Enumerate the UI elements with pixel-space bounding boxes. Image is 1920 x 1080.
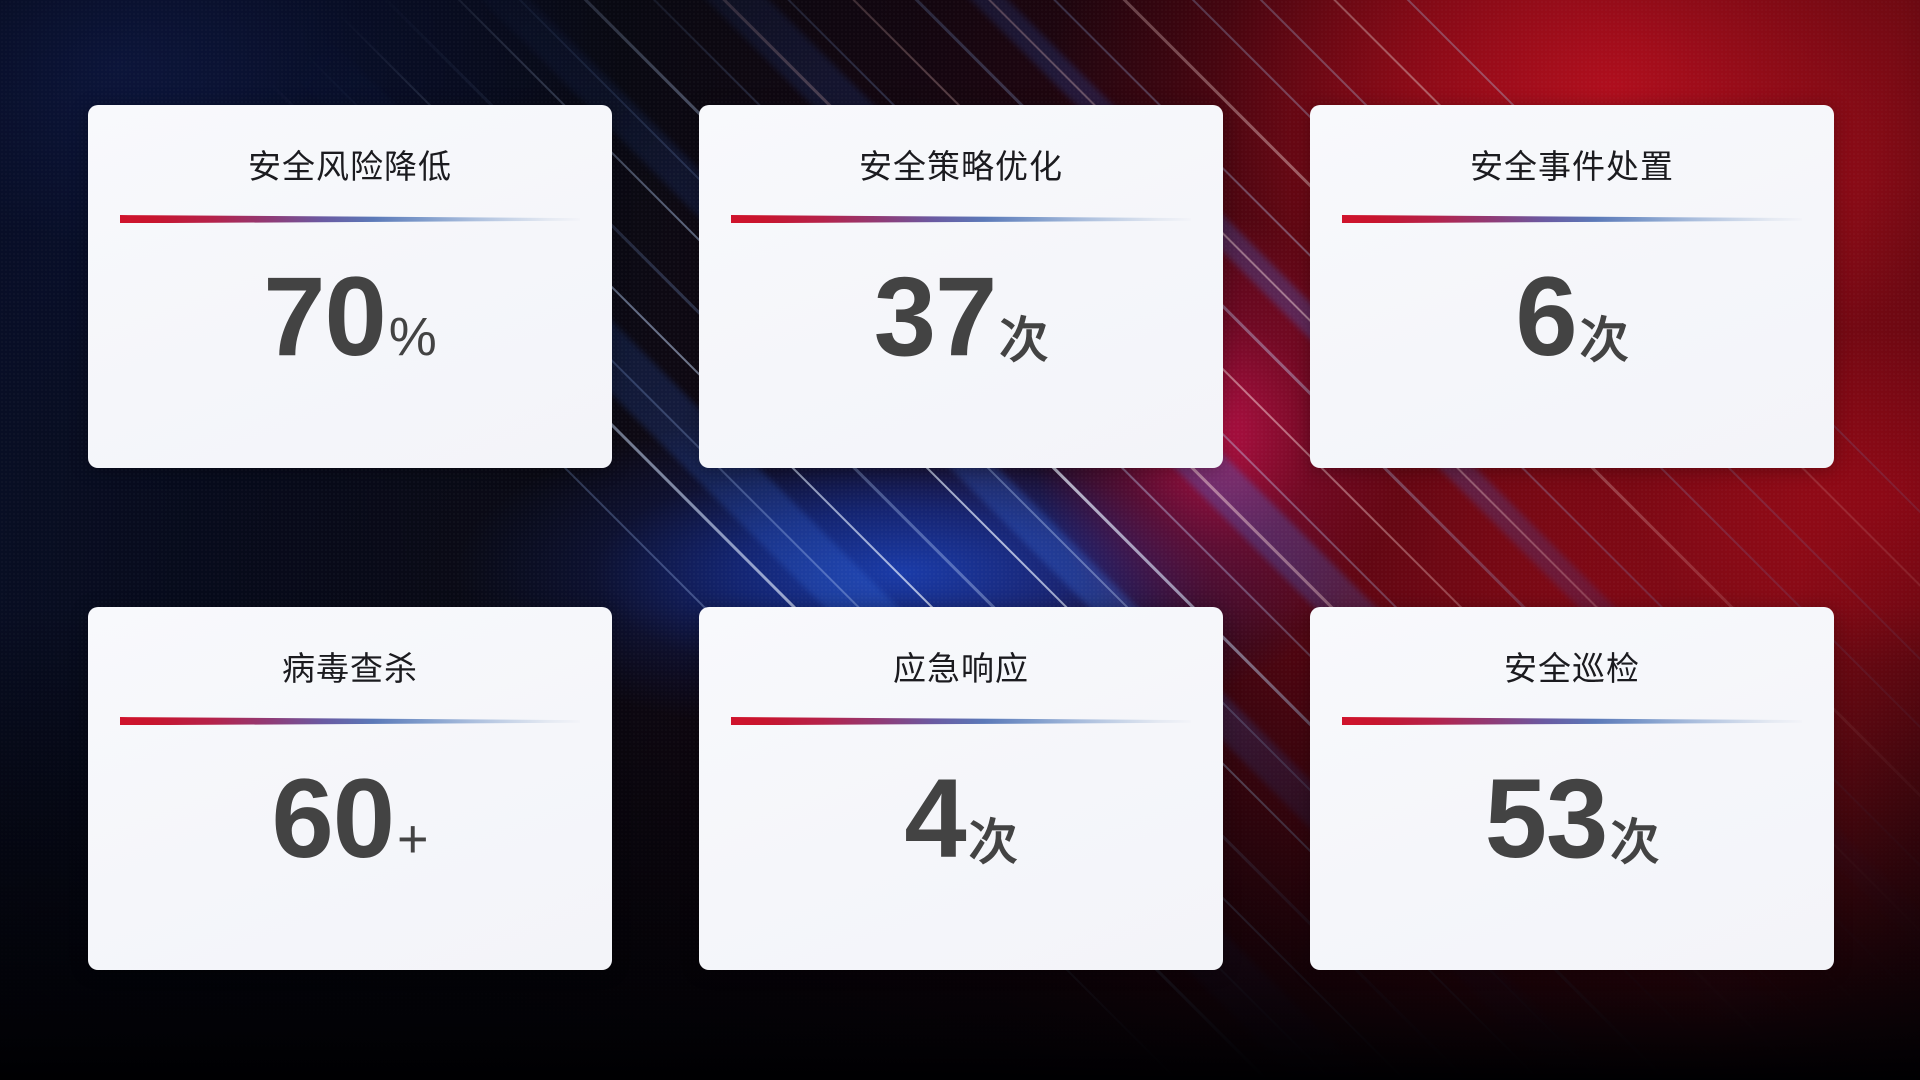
stat-card-title: 安全策略优化 xyxy=(859,148,1063,185)
stat-card-divider xyxy=(120,716,580,726)
stat-card[interactable]: 安全策略优化 37 次 xyxy=(699,105,1223,468)
stat-card-unit: 次 xyxy=(1579,314,1629,369)
stat-card-unit: 次 xyxy=(968,816,1018,871)
stat-card-number: 53 xyxy=(1484,756,1609,882)
stat-card[interactable]: 安全巡检 53 次 xyxy=(1310,607,1834,970)
stat-card-divider xyxy=(1342,716,1802,726)
stat-card-value: 6 次 xyxy=(1515,261,1628,373)
stat-card-unit: 次 xyxy=(1610,816,1660,871)
stat-card[interactable]: 安全风险降低 70 % xyxy=(88,105,612,468)
stat-card-number: 4 xyxy=(904,756,966,882)
stat-card-divider xyxy=(731,716,1191,726)
stat-card-number: 60 xyxy=(271,756,395,882)
stat-card-grid: 安全风险降低 70 % 安全策略优化 37 次 安全事件处置 6 次 病毒查 xyxy=(88,105,1834,970)
stat-card-value: 60 + xyxy=(271,763,428,875)
stat-card-divider xyxy=(1342,214,1802,224)
stat-card-divider xyxy=(120,214,580,224)
stat-card-unit: 次 xyxy=(999,314,1049,369)
stat-card-number: 37 xyxy=(873,254,998,380)
stat-card-value: 53 次 xyxy=(1485,763,1660,875)
stat-card-unit: % xyxy=(388,307,437,368)
stat-card-title: 安全风险降低 xyxy=(248,148,452,185)
stat-card-divider xyxy=(731,214,1191,224)
stat-card-number: 6 xyxy=(1515,254,1577,380)
stat-card[interactable]: 安全事件处置 6 次 xyxy=(1310,105,1834,468)
stat-card-title: 应急响应 xyxy=(893,650,1029,687)
stat-card-title: 安全巡检 xyxy=(1504,650,1640,687)
stat-card-title: 病毒查杀 xyxy=(282,650,418,687)
stat-card[interactable]: 病毒查杀 60 + xyxy=(88,607,612,970)
stat-card-unit: + xyxy=(397,809,429,870)
stat-card-title: 安全事件处置 xyxy=(1470,148,1674,185)
stat-card-value: 37 次 xyxy=(874,261,1049,373)
stat-card-value: 4 次 xyxy=(904,763,1017,875)
stat-card-value: 70 % xyxy=(263,261,437,373)
stat-card-number: 70 xyxy=(263,254,387,380)
stat-card[interactable]: 应急响应 4 次 xyxy=(699,607,1223,970)
